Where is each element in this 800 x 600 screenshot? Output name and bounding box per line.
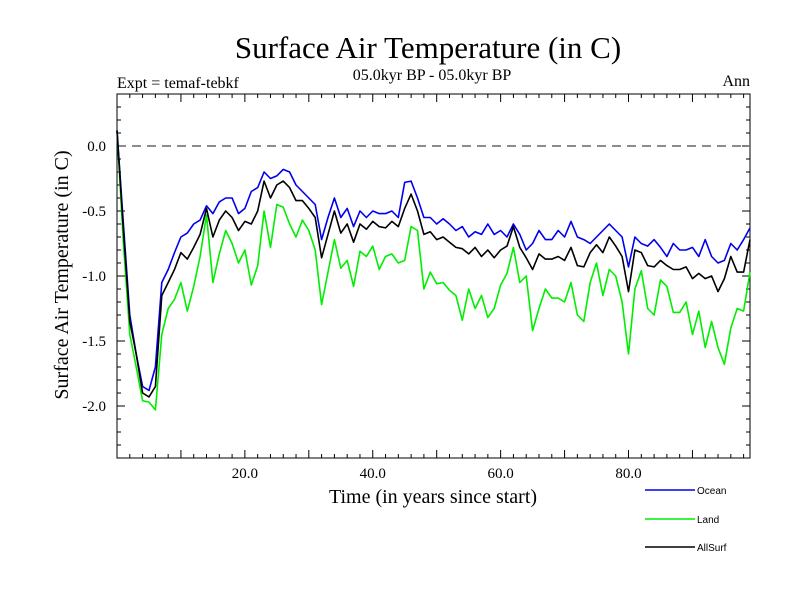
- x-tick-label: 20.0: [232, 466, 258, 482]
- series-lines: [116, 130, 751, 411]
- y-tick-label: 0.0: [87, 139, 106, 155]
- tick-labels: 20.0 40.0 60.0 80.0 0.0 -0.5 -1.0 -1.5 -2.0: [82, 139, 641, 482]
- series-line-land: [116, 130, 751, 411]
- legend-item-land: Land: [645, 515, 719, 526]
- legend-label-allsurf: AllSurf: [697, 543, 727, 554]
- x-tick-label: 60.0: [488, 466, 514, 482]
- y-tick-label: -0.5: [82, 204, 106, 220]
- legend-item-allsurf: AllSurf: [645, 543, 727, 554]
- legend-label-ocean: Ocean: [697, 486, 726, 497]
- period-label: Ann: [722, 73, 750, 90]
- experiment-label: Expt = temaf-tebkf: [117, 75, 240, 92]
- y-tick-label: -1.0: [82, 269, 106, 285]
- x-tick-label: 40.0: [360, 466, 386, 482]
- legend-label-land: Land: [697, 515, 719, 526]
- y-tick-label: -1.5: [82, 334, 106, 350]
- series-line-allsurf: [116, 130, 751, 398]
- legend-item-ocean: Ocean: [645, 486, 726, 497]
- series-line-ocean: [116, 130, 751, 392]
- chart-subtitle: 05.0kyr BP - 05.0kyr BP: [353, 67, 512, 84]
- chart-title: Surface Air Temperature (in C): [235, 30, 621, 65]
- tick-marks: [117, 94, 750, 458]
- legend: Ocean Land AllSurf: [645, 486, 727, 554]
- x-tick-label: 80.0: [615, 466, 641, 482]
- x-axis-label: Time (in years since start): [329, 486, 537, 508]
- y-axis-label: Surface Air Temperature (in C): [51, 150, 73, 399]
- y-tick-label: -2.0: [82, 399, 106, 415]
